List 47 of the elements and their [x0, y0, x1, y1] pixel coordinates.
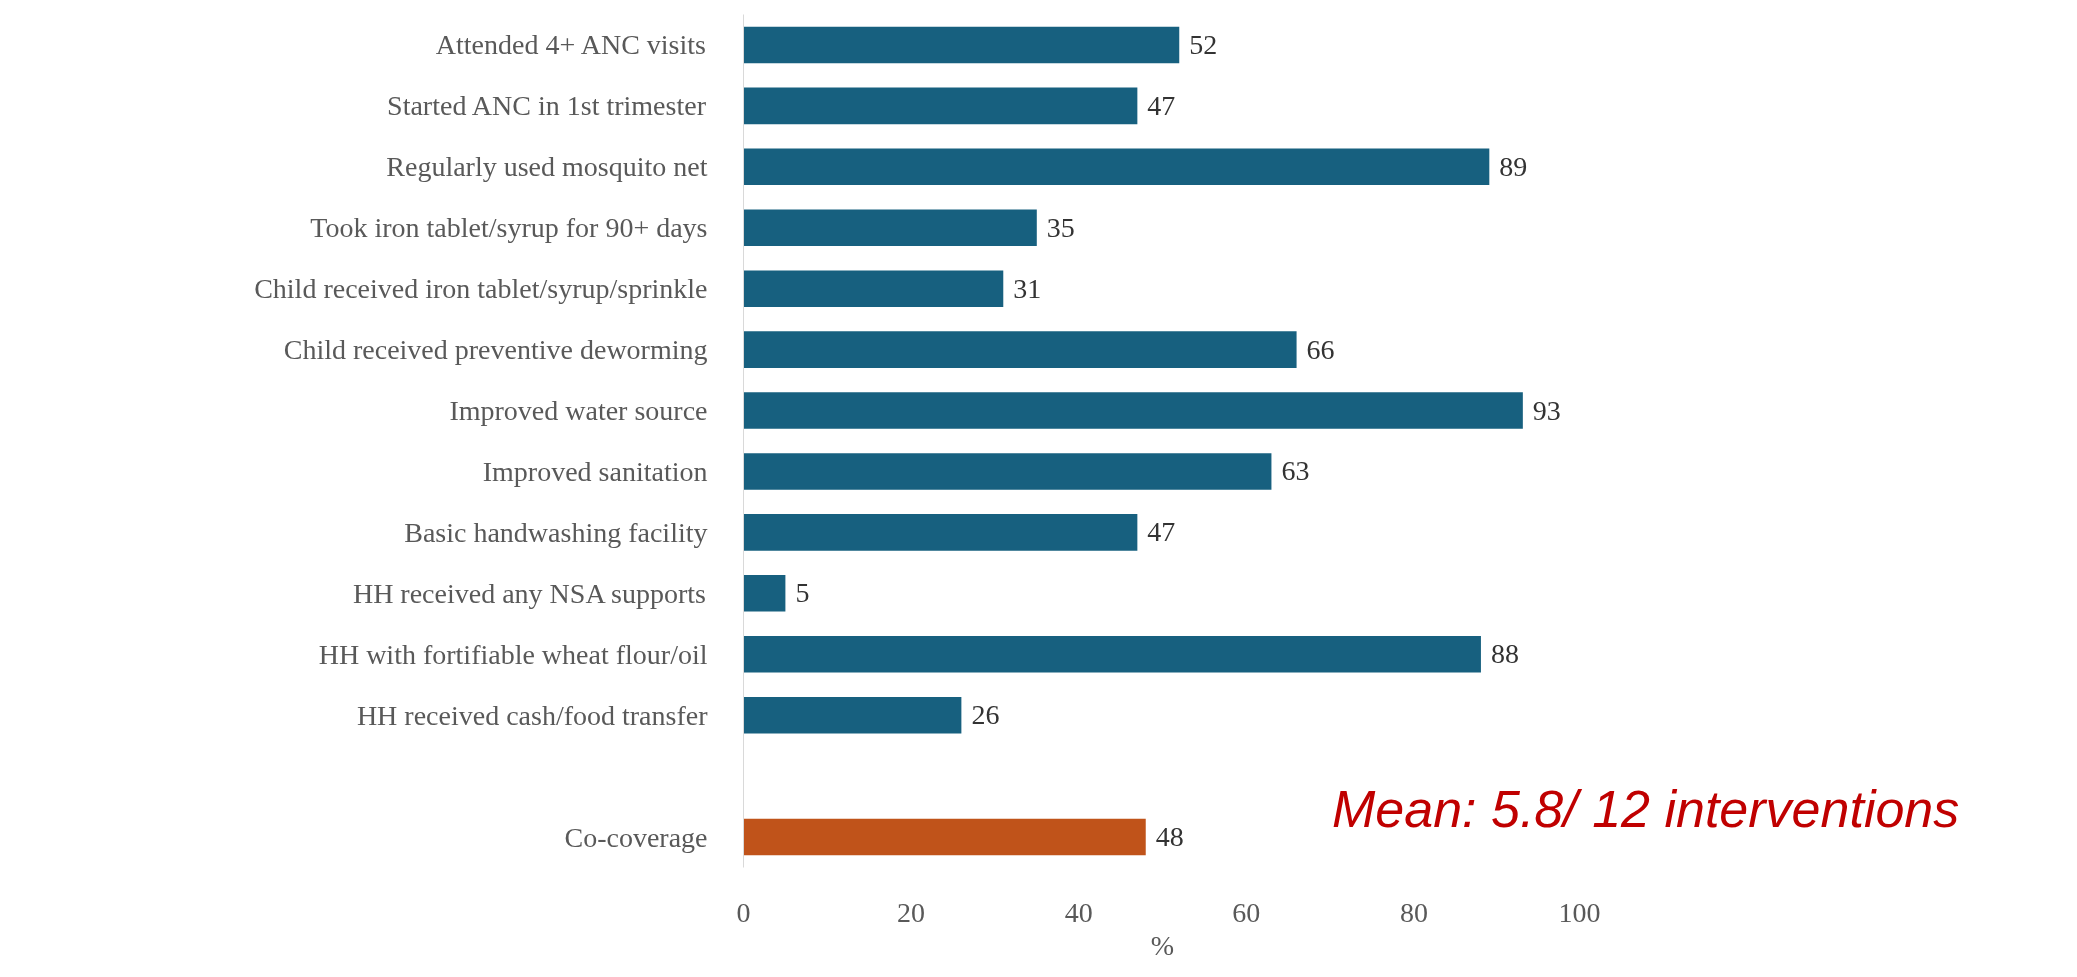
bar: [743, 514, 1138, 551]
data-label: 89: [1499, 150, 1528, 182]
bar: [743, 696, 962, 734]
y-tick-label: Took iron tablet/syrup for 90+ days: [310, 212, 708, 244]
bar: [743, 392, 1523, 429]
bar: [743, 575, 786, 612]
y-tick-label: HH received any NSA supports: [352, 577, 706, 609]
y-tick-label: HH received cash/food transfer: [356, 699, 709, 731]
data-label: 31: [1013, 272, 1042, 304]
bar: [743, 209, 1037, 247]
data-label: 35: [1046, 211, 1075, 243]
bar: [743, 635, 1481, 673]
y-tick-label: HH with fortifiable wheat flour/oil: [318, 638, 708, 670]
x-axis-title: %: [1150, 929, 1175, 961]
annotation: Mean: 5.8/ 12 interventions: [1332, 779, 1960, 840]
bar: [743, 453, 1272, 490]
x-tick-label: 0: [736, 896, 751, 928]
y-tick-label: Regularly used mosquito net: [386, 151, 708, 183]
data-label: 47: [1147, 516, 1176, 548]
bar: [743, 331, 1297, 368]
bar: [743, 148, 1490, 186]
data-label: 26: [971, 699, 1000, 731]
bar: [743, 87, 1138, 125]
bar: [743, 270, 1004, 307]
x-tick-label: 40: [1064, 896, 1093, 928]
y-tick-label: Improved sanitation: [482, 455, 708, 487]
x-tick-label: 60: [1232, 896, 1261, 928]
y-tick-label: Attended 4+ ANC visits: [435, 29, 706, 61]
y-tick-label: Child received iron tablet/syrup/sprinkle: [254, 273, 708, 305]
data-label: 47: [1147, 89, 1176, 121]
data-label: 63: [1281, 455, 1310, 487]
y-tick-label: Co-coverage: [564, 821, 708, 853]
data-label: 52: [1189, 28, 1218, 60]
x-tick-label: 100: [1558, 896, 1601, 928]
data-label: 93: [1532, 394, 1561, 426]
y-tick-label: Basic handwashing facility: [404, 516, 708, 548]
data-label: 88: [1490, 638, 1519, 670]
x-tick-label: 20: [897, 896, 926, 928]
data-label: 66: [1306, 333, 1335, 365]
data-label: 48: [1155, 821, 1184, 853]
y-tick-label: Started ANC in 1st trimester: [387, 90, 707, 122]
x-tick-label: 80: [1399, 896, 1428, 928]
data-label: 5: [795, 577, 810, 609]
bar: [743, 818, 1146, 856]
bar: [743, 26, 1180, 64]
y-tick-label: Improved water source: [449, 395, 708, 427]
y-tick-label: Child received preventive deworming: [283, 334, 708, 366]
